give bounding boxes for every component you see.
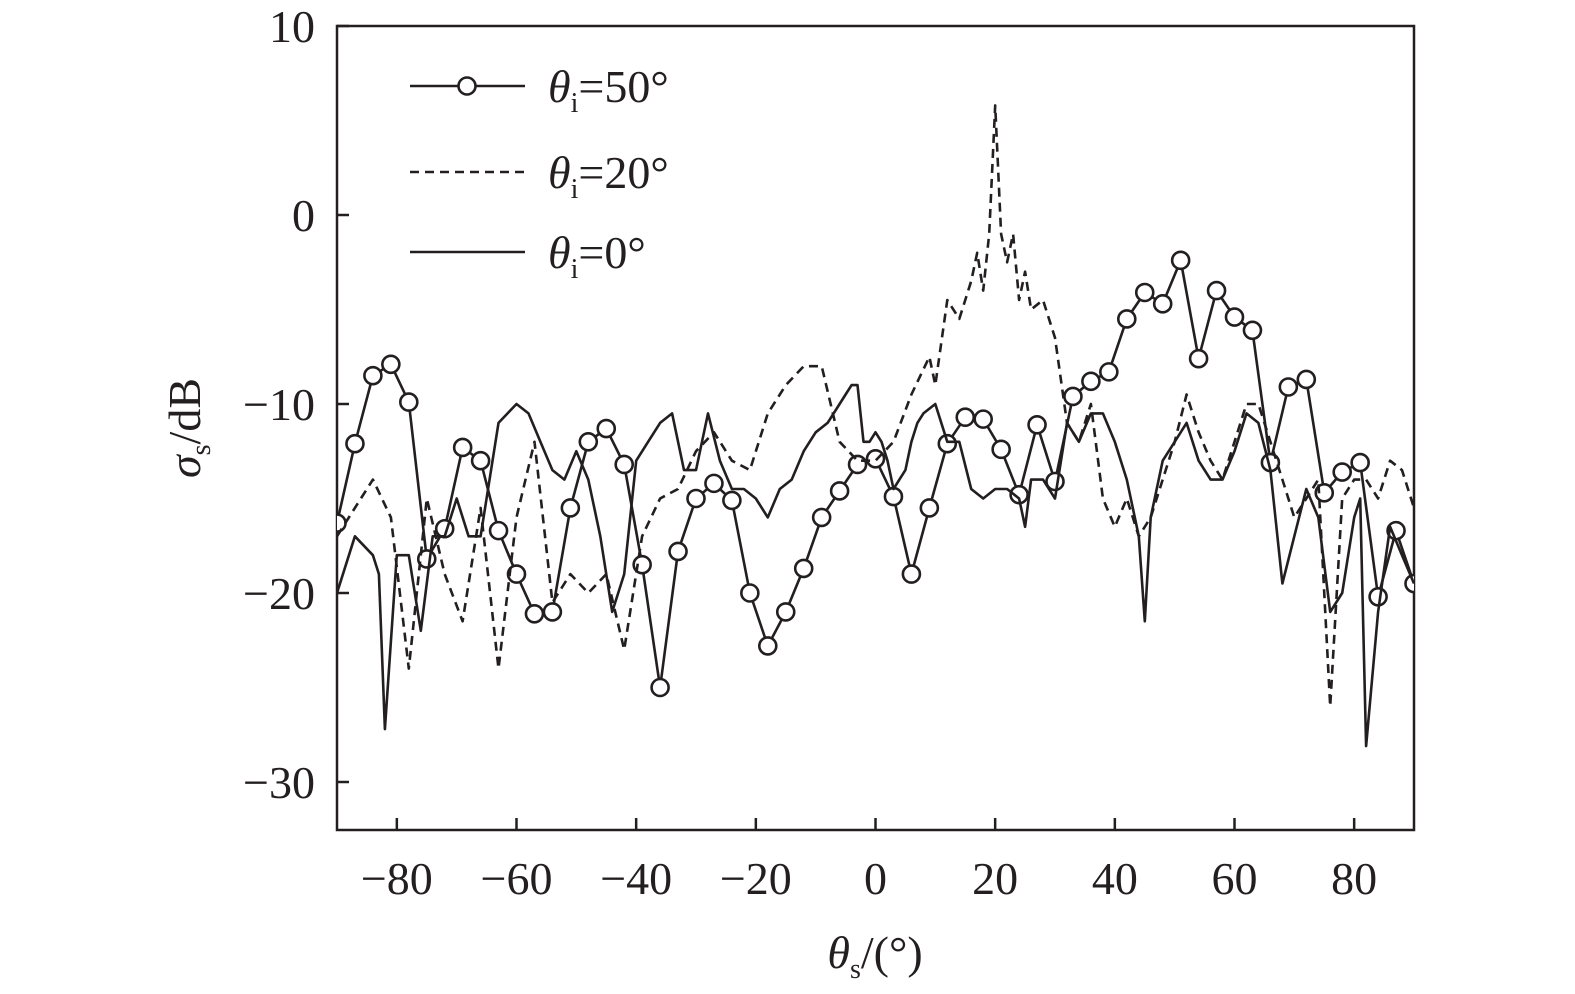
series-marker bbox=[811, 507, 832, 528]
legend-label: θi=20° bbox=[548, 147, 669, 205]
series-marker bbox=[991, 439, 1011, 460]
series-marker bbox=[1170, 250, 1191, 271]
series-marker bbox=[1188, 348, 1209, 369]
x-tick-label: −20 bbox=[720, 853, 792, 904]
series-marker bbox=[1206, 280, 1227, 301]
x-axis: −80 −60 −40 −20 0 20 40 60 80 bbox=[361, 818, 1377, 904]
series-marker bbox=[1404, 573, 1414, 594]
series-marker bbox=[1134, 282, 1155, 303]
series-marker bbox=[560, 498, 581, 518]
series-line-2 bbox=[337, 383, 1414, 748]
series-marker bbox=[1350, 452, 1370, 473]
series-marker bbox=[793, 558, 814, 579]
series-marker bbox=[1332, 462, 1352, 482]
legend-label: θi=0° bbox=[548, 227, 646, 285]
series-marker bbox=[865, 449, 886, 469]
series-marker bbox=[542, 602, 563, 622]
series-marker bbox=[919, 498, 940, 518]
x-tick-label: 0 bbox=[864, 853, 887, 904]
series-marker bbox=[506, 564, 527, 584]
series-marker bbox=[337, 513, 347, 533]
series-marker bbox=[398, 392, 419, 412]
y-tick-label: 0 bbox=[292, 190, 315, 241]
series-marker bbox=[901, 564, 922, 584]
series-marker bbox=[1027, 414, 1047, 435]
series-marker bbox=[452, 437, 473, 458]
series-marker bbox=[883, 486, 904, 507]
series-marker bbox=[955, 407, 976, 428]
series-marker bbox=[937, 433, 958, 454]
legend-marker bbox=[457, 76, 477, 96]
series-marker bbox=[1063, 386, 1083, 407]
series-marker bbox=[757, 636, 778, 656]
series-marker bbox=[596, 418, 617, 439]
series-marker bbox=[488, 520, 509, 541]
legend-label: θi=50° bbox=[548, 61, 669, 119]
series-marker bbox=[650, 677, 670, 698]
x-tick-label: −60 bbox=[481, 853, 553, 904]
x-tick-label: 20 bbox=[972, 853, 1018, 904]
series-marker bbox=[775, 602, 796, 622]
x-tick-label: 80 bbox=[1331, 853, 1377, 904]
y-tick-label: −10 bbox=[243, 379, 315, 430]
series-marker bbox=[1117, 309, 1137, 329]
y-tick-label: 10 bbox=[269, 1, 315, 52]
series-marker bbox=[1296, 369, 1317, 390]
series-marker bbox=[345, 433, 365, 454]
series-layer bbox=[337, 104, 1414, 748]
series-marker bbox=[1152, 294, 1173, 314]
series-marker bbox=[686, 488, 706, 509]
series-marker bbox=[829, 481, 850, 501]
series-marker bbox=[1242, 320, 1263, 341]
x-tick-label: −80 bbox=[361, 853, 433, 904]
series-marker bbox=[1099, 362, 1119, 382]
y-axis: 10 0 −10 −20 −30 bbox=[243, 1, 349, 808]
series-marker bbox=[722, 490, 742, 511]
series-marker bbox=[470, 450, 491, 471]
series-marker bbox=[740, 583, 760, 603]
series-marker bbox=[704, 473, 724, 494]
y-tick-label: −30 bbox=[243, 757, 315, 808]
series-marker bbox=[524, 603, 545, 624]
legend: θi=50° θi=20° θi=0° bbox=[410, 61, 669, 285]
series-marker bbox=[614, 454, 635, 475]
series-marker bbox=[381, 354, 401, 375]
x-axis-label: θs/(°) bbox=[827, 927, 922, 985]
series-marker bbox=[578, 431, 599, 452]
series-marker bbox=[1081, 371, 1101, 392]
y-tick-label: −20 bbox=[243, 568, 315, 619]
x-tick-label: 40 bbox=[1092, 853, 1138, 904]
series-marker bbox=[847, 454, 868, 475]
x-tick-label: −40 bbox=[600, 853, 672, 904]
y-axis-label: σs/dB bbox=[159, 378, 217, 478]
series-marker bbox=[363, 365, 383, 386]
series-marker bbox=[668, 541, 688, 562]
series-marker bbox=[973, 409, 994, 429]
series-marker bbox=[1224, 307, 1245, 327]
series-line-1 bbox=[337, 104, 1414, 708]
series-marker bbox=[1278, 377, 1299, 397]
x-tick-label: 60 bbox=[1212, 853, 1258, 904]
